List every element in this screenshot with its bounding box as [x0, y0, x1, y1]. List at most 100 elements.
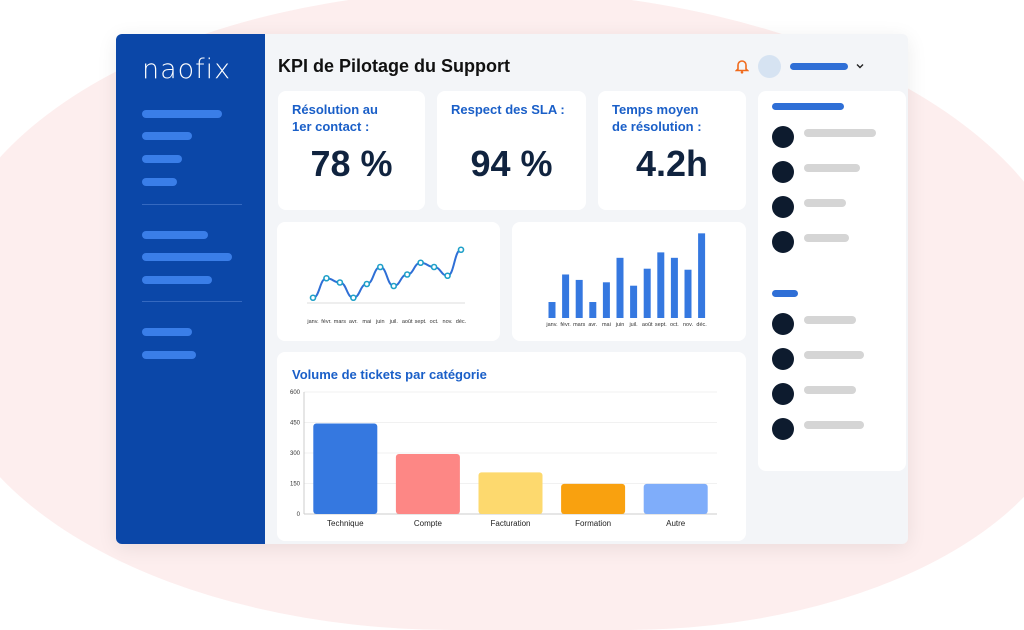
sidebar-item[interactable] — [142, 155, 182, 163]
list-avatar — [772, 313, 794, 335]
list-item[interactable] — [804, 129, 876, 137]
monthly-bar-chart: janv. févr. mars avr. mai juin juil. août sept. o… — [545, 233, 707, 328]
list-item[interactable] — [804, 199, 846, 207]
x-tick-label: juil. — [628, 322, 638, 328]
sidebar-divider — [142, 301, 242, 302]
x-tick-label: août — [402, 319, 413, 325]
list-item[interactable] — [804, 234, 849, 242]
list-avatar — [772, 383, 794, 405]
x-tick-label: avr. — [349, 319, 358, 325]
bar — [561, 483, 626, 514]
avatar[interactable] — [758, 55, 781, 78]
bar — [575, 279, 583, 318]
x-tick-label: juin — [375, 319, 385, 325]
kpi-value: 78 % — [310, 143, 393, 184]
data-point — [376, 263, 384, 271]
y-tick-label: 300 — [290, 451, 301, 457]
list-avatar — [772, 348, 794, 370]
bar — [589, 302, 597, 318]
x-tick-label: Compte — [414, 519, 443, 528]
x-tick-label: mai — [602, 322, 611, 328]
sidebar-item[interactable] — [142, 178, 177, 186]
bar — [657, 252, 665, 318]
data-point — [390, 282, 398, 290]
y-tick-label: 600 — [290, 390, 301, 396]
kpi-label: Respect des SLA : — [451, 102, 565, 117]
sidebar-item[interactable] — [142, 276, 212, 284]
bar — [630, 285, 638, 318]
page-title: KPI de Pilotage du Support — [278, 56, 511, 76]
bar — [670, 257, 678, 318]
x-tick-label: oct. — [430, 319, 439, 325]
data-point — [309, 294, 317, 302]
data-point — [430, 263, 438, 271]
bar — [643, 483, 708, 514]
x-tick-label: sept. — [655, 322, 667, 328]
line-chart: janv. févr. mars avr. mai juin juil. août sept. o… — [306, 246, 467, 325]
list-item[interactable] — [804, 351, 864, 359]
app-window: naofix KPI de Pilotage du Support Résolu… — [116, 34, 908, 544]
chart-title: Volume de tickets par catégorie — [292, 367, 487, 382]
sidebar: naofix — [116, 34, 265, 544]
sidebar-item[interactable] — [142, 328, 192, 336]
x-tick-label: juin — [615, 322, 625, 328]
bell-icon[interactable] — [735, 59, 749, 74]
bar — [602, 282, 610, 318]
x-tick-label: sept. — [415, 319, 427, 325]
x-tick-label: févr. — [321, 319, 332, 325]
list-item[interactable] — [804, 164, 860, 172]
list-avatar — [772, 418, 794, 440]
x-tick-label: juil. — [389, 319, 399, 325]
x-tick-label: Facturation — [490, 519, 530, 528]
sidebar-item[interactable] — [142, 110, 222, 118]
bar — [684, 269, 692, 318]
line-chart-card: janv. févr. mars avr. mai juin juil. août sept. o… — [277, 222, 500, 341]
x-tick-label: mars — [334, 319, 346, 325]
panel-heading — [772, 290, 798, 297]
sidebar-item[interactable] — [142, 351, 196, 359]
sidebar-divider — [142, 204, 242, 205]
bar — [313, 423, 378, 514]
x-tick-label: Formation — [575, 519, 611, 528]
category-bar-chart: 0 150 300 450 600 Technique Compte Facturation F… — [290, 390, 717, 528]
user-name-placeholder[interactable] — [790, 63, 848, 70]
kpi-label: Résolution au 1er contact : — [292, 102, 378, 134]
sidebar-item[interactable] — [142, 231, 208, 239]
bar — [562, 274, 570, 318]
kpi-label: Temps moyen de résolution : — [612, 102, 702, 134]
data-point — [403, 271, 411, 278]
data-point — [336, 279, 344, 286]
list-item[interactable] — [804, 316, 856, 324]
x-tick-label: déc. — [456, 319, 467, 325]
data-point — [323, 274, 330, 282]
list-avatar — [772, 126, 794, 148]
x-tick-label: janv. — [545, 322, 558, 328]
list-avatar — [772, 231, 794, 253]
bar — [616, 257, 624, 318]
bar — [478, 472, 543, 514]
kpi-card-sla: Respect des SLA : 94 % — [437, 91, 586, 210]
y-tick-label: 450 — [290, 421, 301, 427]
x-tick-label: Technique — [327, 519, 364, 528]
kpi-value: 4.2h — [635, 143, 709, 184]
bar — [548, 302, 556, 318]
x-tick-label: Autre — [666, 519, 686, 528]
chevron-down-icon[interactable] — [856, 62, 864, 70]
data-point — [417, 259, 424, 267]
x-tick-label: mars — [573, 322, 585, 328]
data-point — [363, 280, 371, 288]
sidebar-item[interactable] — [142, 253, 232, 261]
x-tick-label: janv. — [306, 319, 319, 325]
monthly-bar-chart-card: janv. févr. mars avr. mai juin juil. août sept. o… — [512, 222, 746, 341]
bar — [395, 454, 460, 514]
list-avatar — [772, 196, 794, 218]
category-chart-card: Volume de tickets par catégorie 0 150 300 4… — [277, 352, 746, 541]
list-item[interactable] — [804, 421, 864, 429]
sidebar-item[interactable] — [142, 132, 192, 140]
logo: naofix — [142, 54, 232, 85]
panel-heading — [772, 103, 844, 110]
right-panel — [758, 91, 906, 471]
bar — [643, 268, 651, 318]
list-item[interactable] — [804, 386, 856, 394]
x-tick-label: déc. — [696, 322, 707, 328]
